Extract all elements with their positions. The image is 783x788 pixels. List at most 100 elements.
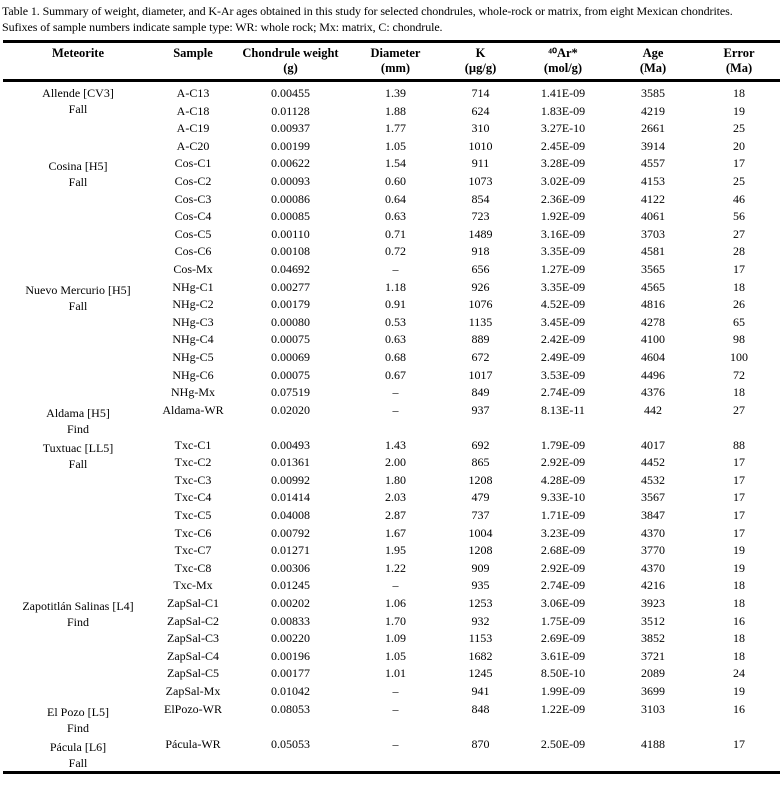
meteorite-name: Allende [CV3] bbox=[42, 86, 114, 100]
weight-cell: 0.00992 bbox=[271, 472, 310, 487]
age-cell: 4376 bbox=[641, 385, 665, 400]
sample-cell: ZapSal-C1 bbox=[167, 596, 219, 611]
meteorite-fall-find-label: Find bbox=[66, 421, 89, 436]
age-cell: 4816 bbox=[641, 297, 665, 312]
error-cell: 27 bbox=[733, 402, 745, 417]
ar-cell: 3.27E-10 bbox=[540, 121, 586, 136]
k-cell: 926 bbox=[471, 279, 490, 294]
diameter-cell: 2.03 bbox=[385, 490, 406, 505]
error-cell: 17 bbox=[733, 508, 745, 523]
sample-cell: Txc-C7 bbox=[174, 543, 212, 558]
weight-cell: 0.00075 bbox=[271, 332, 310, 347]
table-row: ZapSal-C5 0.00177 1.01 1245 8.50E-10 2089 24 bbox=[3, 665, 780, 683]
table-row: NHg-C2 0.00179 0.91 1076 4.52E-09 4816 26 bbox=[3, 296, 780, 314]
error-cell: 46 bbox=[733, 191, 745, 206]
diameter-cell: 1.39 bbox=[385, 86, 406, 100]
diameter-cell: 1.22 bbox=[385, 560, 406, 575]
ar-cell: 1.92E-09 bbox=[540, 209, 586, 224]
age-cell: 4581 bbox=[641, 244, 665, 259]
table-row: Cos-C3 0.00086 0.64 854 2.36E-09 4122 46 bbox=[3, 191, 780, 209]
ar-cell: 4.52E-09 bbox=[540, 297, 586, 312]
age-cell: 3914 bbox=[641, 138, 665, 153]
table-row: NHg-C6 0.00075 0.67 1017 3.53E-09 4496 72 bbox=[3, 367, 780, 385]
sample-cell: Txc-C1 bbox=[174, 437, 212, 452]
table-row: NHg-C3 0.00080 0.53 1135 3.45E-09 4278 65 bbox=[3, 314, 780, 332]
ar-cell: 2.74E-09 bbox=[540, 385, 586, 400]
ar-cell: 9.33E-10 bbox=[540, 490, 586, 505]
diameter-cell: 1.80 bbox=[385, 472, 406, 487]
diameter-cell: 1.54 bbox=[385, 156, 406, 171]
diameter-cell: 2.87 bbox=[385, 508, 406, 523]
weight-cell: 0.04692 bbox=[271, 261, 310, 276]
error-cell: 16 bbox=[733, 701, 745, 716]
sample-cell: Cos-Mx bbox=[173, 261, 213, 276]
weight-cell: 0.00792 bbox=[271, 525, 310, 540]
weight-cell: 0.00202 bbox=[271, 596, 310, 611]
error-cell: 17 bbox=[733, 455, 745, 470]
diameter-cell: 1.05 bbox=[385, 138, 406, 153]
error-cell: 16 bbox=[733, 613, 745, 628]
weight-cell: 0.00833 bbox=[271, 613, 310, 628]
diameter-cell: 0.53 bbox=[385, 314, 406, 329]
table-row: ZapSal-Mx 0.01042 – 941 1.99E-09 3699 19 bbox=[3, 683, 780, 701]
diameter-cell: 1.18 bbox=[385, 279, 406, 294]
age-cell: 4278 bbox=[641, 314, 665, 329]
age-cell: 4100 bbox=[641, 332, 665, 347]
table-row: Txc-C6 0.00792 1.67 1004 3.23E-09 4370 17 bbox=[3, 525, 780, 543]
error-cell: 27 bbox=[733, 226, 745, 241]
sample-cell: NHg-C3 bbox=[172, 314, 214, 329]
diameter-cell: 0.63 bbox=[385, 209, 406, 224]
age-cell: 3721 bbox=[641, 648, 665, 663]
sample-cell: NHg-C2 bbox=[172, 297, 214, 312]
k-cell: 737 bbox=[471, 508, 490, 523]
weight-cell: 0.01128 bbox=[271, 103, 310, 118]
error-cell: 17 bbox=[733, 490, 745, 505]
table-row: Cos-C4 0.00085 0.63 723 1.92E-09 4061 56 bbox=[3, 208, 780, 226]
ar-cell: 2.36E-09 bbox=[540, 191, 586, 206]
ar-cell: 1.75E-09 bbox=[540, 613, 586, 628]
k-cell: 1489 bbox=[468, 226, 493, 241]
age-cell: 4017 bbox=[641, 437, 665, 452]
weight-cell: 0.07519 bbox=[271, 385, 310, 400]
caption-line-2: Sufixes of sample numbers indicate sampl… bbox=[2, 20, 443, 34]
diameter-cell: – bbox=[392, 385, 399, 400]
error-cell: 19 bbox=[733, 684, 745, 698]
error-cell: 18 bbox=[733, 279, 745, 294]
age-cell: 4604 bbox=[641, 349, 665, 364]
error-cell: 88 bbox=[733, 437, 745, 452]
error-cell: 17 bbox=[733, 156, 745, 171]
age-cell: 4565 bbox=[641, 279, 665, 294]
k-cell: 1010 bbox=[468, 138, 493, 153]
weight-cell: 0.00069 bbox=[271, 349, 310, 364]
table-row: Txc-C5 0.04008 2.87 737 1.71E-09 3847 17 bbox=[3, 507, 780, 525]
error-cell: 65 bbox=[733, 314, 745, 329]
col-header-error: Error (Ma) bbox=[723, 46, 755, 75]
weight-cell: 0.00937 bbox=[271, 121, 310, 136]
col-header-argon40: ⁴⁰Ar* (mol/g) bbox=[543, 46, 583, 75]
error-cell: 17 bbox=[733, 736, 745, 751]
ar-cell: 3.02E-09 bbox=[540, 173, 586, 188]
table-row: NHg-C5 0.00069 0.68 672 2.49E-09 4604 100 bbox=[3, 349, 780, 367]
age-cell: 3703 bbox=[641, 226, 665, 241]
diameter-cell: 1.09 bbox=[385, 631, 406, 646]
meteorite-cell: Cosina [H5] Fall bbox=[3, 155, 153, 278]
k-cell: 714 bbox=[471, 86, 490, 100]
k-cell: 624 bbox=[471, 103, 490, 118]
k-cell: 932 bbox=[471, 613, 490, 628]
sample-cell: ZapSal-C2 bbox=[167, 613, 219, 628]
age-cell: 2089 bbox=[641, 666, 665, 681]
k-cell: 672 bbox=[471, 349, 490, 364]
weight-cell: 0.00080 bbox=[271, 314, 310, 329]
error-cell: 25 bbox=[733, 121, 745, 136]
error-cell: 28 bbox=[733, 244, 745, 259]
k-cell: 1253 bbox=[468, 596, 493, 611]
error-cell: 18 bbox=[733, 631, 745, 646]
meteorite-cell: Tuxtuac [LL5] Fall bbox=[3, 437, 153, 595]
kar-ages-table: Meteorite Sample Chondrule weight (g) Di… bbox=[3, 40, 780, 774]
meteorite-fall-find-label: Find bbox=[66, 615, 89, 630]
sample-cell: ZapSal-Mx bbox=[165, 684, 221, 698]
sample-cell: Cos-C2 bbox=[174, 173, 212, 188]
table-row: El Pozo [L5] Find ElPozo-WR 0.08053 – 848 1.22… bbox=[3, 701, 780, 736]
weight-cell: 0.00622 bbox=[271, 156, 310, 171]
